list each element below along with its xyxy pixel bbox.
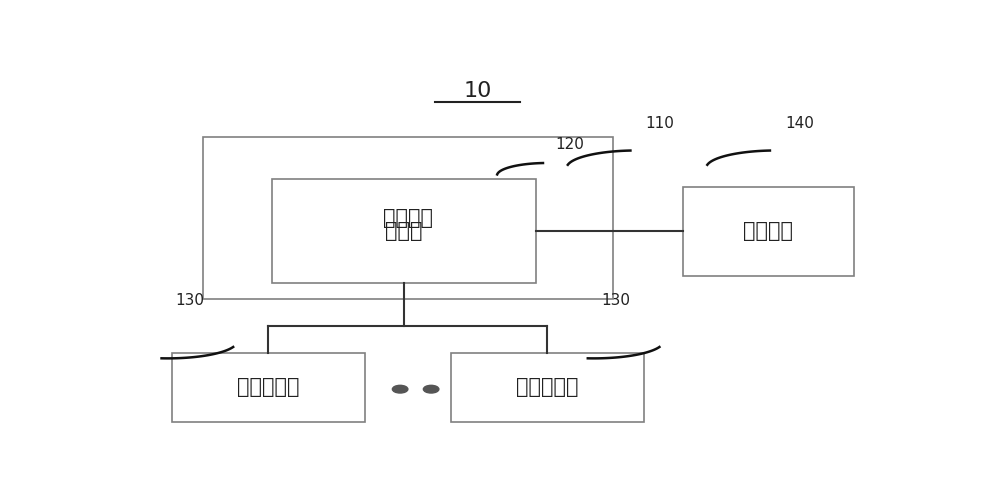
- Text: 10: 10: [463, 81, 492, 101]
- Text: 报警装置: 报警装置: [743, 222, 793, 242]
- Text: 控制器: 控制器: [385, 222, 423, 242]
- Text: 130: 130: [602, 294, 631, 308]
- Bar: [202, 137, 613, 298]
- Text: 130: 130: [175, 294, 204, 308]
- Bar: [172, 352, 365, 422]
- Text: 110: 110: [646, 116, 675, 131]
- Text: 120: 120: [555, 138, 584, 152]
- Circle shape: [423, 386, 439, 393]
- Text: 烟雾传感器: 烟雾传感器: [516, 377, 579, 397]
- Text: 140: 140: [785, 116, 814, 131]
- Bar: [272, 180, 536, 284]
- Bar: [683, 187, 854, 276]
- Circle shape: [392, 386, 408, 393]
- Bar: [450, 352, 644, 422]
- Text: 烟雾传感器: 烟雾传感器: [237, 377, 300, 397]
- Text: 吸油烟机: 吸油烟机: [383, 208, 433, 228]
